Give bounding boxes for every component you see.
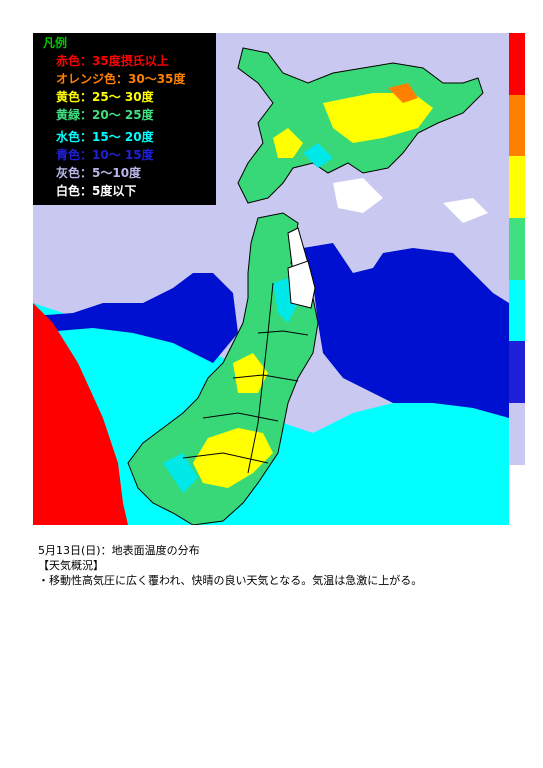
temperature-map [33,33,509,525]
scale-swatch [509,279,525,342]
sea-blue-east [303,243,509,418]
legend-item: 青色：10～ 15度 [56,148,154,162]
border-line-5 [247,282,274,474]
snow-white-tohoku [287,260,316,309]
scale-swatch [509,94,525,157]
scale-swatch [509,218,525,280]
caption-section-heading: 【天気概況】 [38,559,104,572]
legend-item: 灰色：5～10度 [56,166,142,180]
scale-swatch [509,156,525,219]
border-line-3 [202,412,279,422]
honshu-cool-cyan-2 [163,453,198,493]
legend: 凡例 赤色：35度摂氏以上オレンジ色：30～35度 黄色：25～ 30度 黄緑：20… [33,33,216,205]
hokkaido-hot-orange [388,83,418,103]
snow-white-east [443,198,488,223]
color-scale-bar [509,33,525,465]
honshu-warm-yellow-2 [233,353,268,393]
snow-white-strait [333,178,383,213]
border-line-1 [257,330,309,336]
legend-item: 黄緑：20～ 25度 [56,108,154,122]
hot-region-red [33,303,128,525]
legend-item: オレンジ色：30～35度 [56,72,186,86]
honshu-warm-yellow [193,428,273,488]
sea-blue-west [33,273,238,363]
hokkaido-warm-yellow [323,93,433,143]
scale-swatch [509,341,525,404]
scale-swatch [509,403,525,465]
legend-item: 黄色：25～ 30度 [56,90,154,104]
legend-item: 水色：15～ 20度 [56,130,154,144]
scale-swatch [509,33,525,95]
hokkaido-cool-cyan [303,143,333,168]
caption: 5月13日(日)：地表面温度の分布 【天気概況】 ・移動性高気圧に広く覆われ、快… [38,543,422,588]
hokkaido-warm-yellow-2 [273,128,303,158]
border-line-4 [182,452,269,464]
caption-weather-summary: ・移動性高気圧に広く覆われ、快晴の良い天気となる。気温は急激に上がる。 [38,574,423,587]
legend-title: 凡例 [43,36,68,50]
legend-item: 白色：5度以下 [56,184,137,198]
legend-item: 赤色：35度摂氏以上 [56,54,169,68]
caption-date-title: 5月13日(日)：地表面温度の分布 [38,544,200,557]
